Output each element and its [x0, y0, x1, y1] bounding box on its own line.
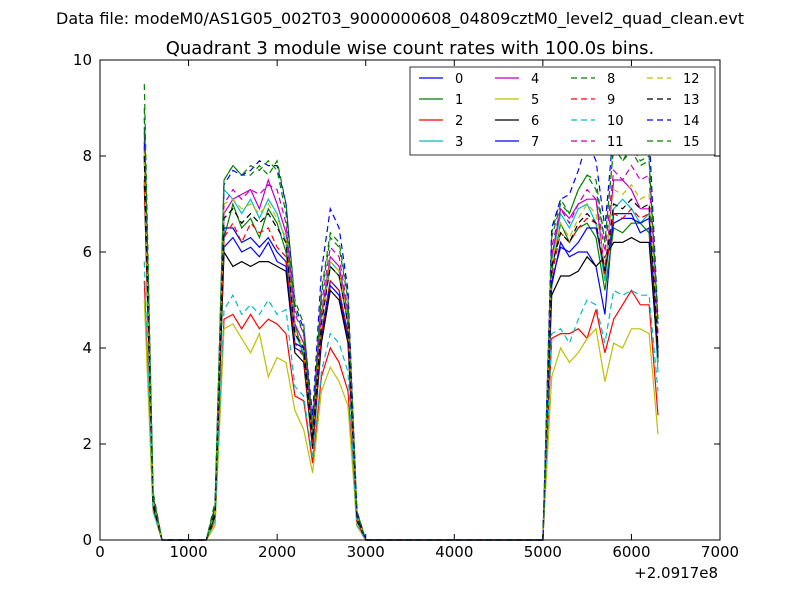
legend-label-4: 4	[531, 72, 539, 87]
figure-suptitle: Data file: modeM0/AS1G05_002T03_90000006…	[56, 9, 744, 29]
x-tick-label: 2000	[258, 543, 296, 561]
y-tick-label: 6	[82, 243, 92, 261]
y-tick-label: 8	[82, 147, 92, 165]
legend-label-2: 2	[455, 114, 463, 129]
x-tick-label: 7000	[701, 543, 739, 561]
legend-label-13: 13	[683, 93, 700, 108]
x-tick-label: 6000	[612, 543, 650, 561]
legend-label-6: 6	[531, 114, 539, 129]
legend-label-3: 3	[455, 135, 463, 150]
y-tick-label: 2	[82, 435, 92, 453]
y-tick-label: 4	[82, 339, 92, 357]
y-tick-label: 0	[82, 531, 92, 549]
series-line-9	[143, 179, 659, 541]
series-line-3	[143, 160, 659, 541]
plot-area: 0 1000 2000 3000 4000 5000 6000 700002468100123…	[73, 51, 739, 561]
x-tick-label: 1000	[169, 543, 207, 561]
y-tick-label: 10	[73, 51, 92, 69]
legend-label-0: 0	[455, 72, 463, 87]
legend-box	[409, 66, 716, 156]
chart-title: Quadrant 3 module wise count rates with …	[166, 38, 655, 59]
x-tick-label: 3000	[347, 543, 385, 561]
x-axis-offset-label: +2.0917e8	[634, 564, 718, 582]
x-tick-label: 0	[95, 543, 105, 561]
legend-label-5: 5	[531, 93, 539, 108]
legend-label-12: 12	[683, 72, 700, 87]
plot-frame	[99, 59, 721, 541]
x-tick-label: 4000	[435, 543, 473, 561]
legend-label-1: 1	[455, 93, 463, 108]
legend-label-9: 9	[607, 93, 615, 108]
legend-label-10: 10	[607, 114, 624, 129]
x-tick-label: 5000	[524, 543, 562, 561]
legend-label-11: 11	[607, 135, 624, 150]
legend-label-8: 8	[607, 72, 615, 87]
legend-label-7: 7	[531, 135, 539, 150]
legend-label-14: 14	[683, 114, 700, 129]
legend-label-15: 15	[683, 135, 700, 150]
